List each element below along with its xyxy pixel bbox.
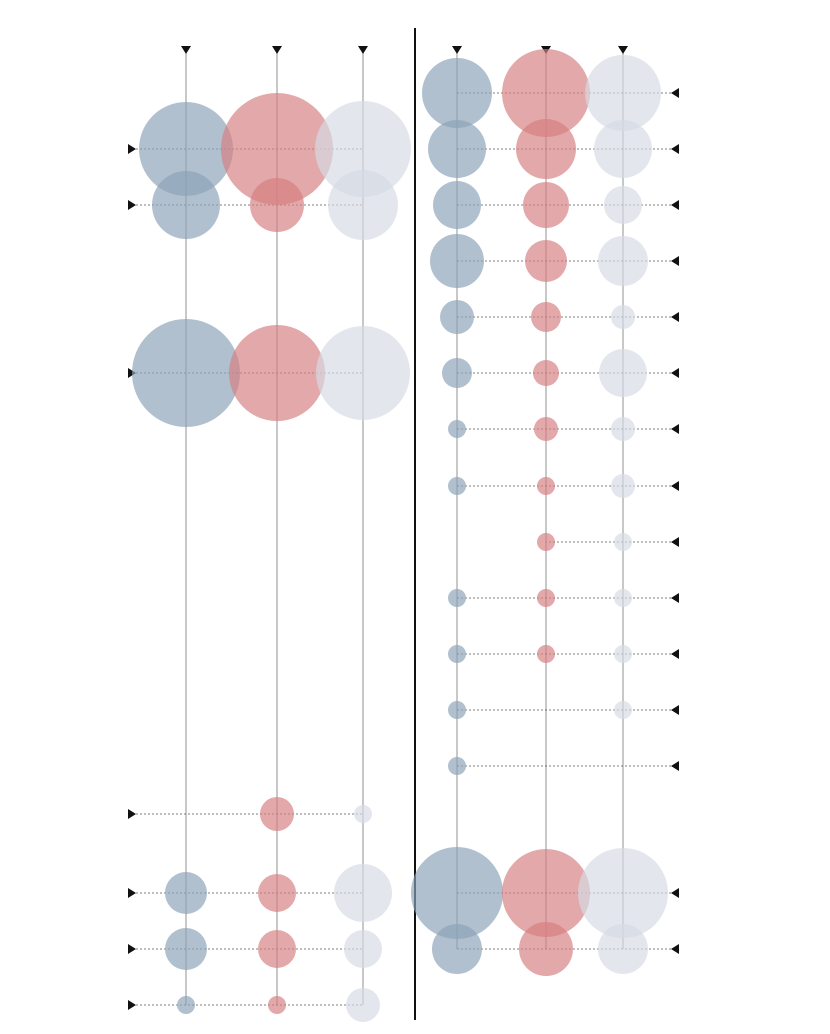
bubble: [448, 645, 466, 663]
bubble: [177, 996, 195, 1014]
row-arrow: [671, 144, 679, 154]
row-arrow: [128, 1000, 136, 1010]
bubble: [578, 848, 668, 938]
bubble: [132, 319, 240, 427]
bubble: [585, 55, 661, 131]
bubble: [537, 645, 555, 663]
bubble: [534, 417, 558, 441]
bubble: [258, 930, 296, 968]
bubble: [268, 996, 286, 1014]
column-arrow: [618, 46, 628, 54]
bubble: [537, 589, 555, 607]
bubble: [502, 49, 590, 137]
bubble: [614, 533, 632, 551]
bubble: [440, 300, 474, 334]
bubble: [328, 170, 398, 240]
row-arrow: [671, 761, 679, 771]
bubble: [448, 477, 466, 495]
row-arrow: [671, 481, 679, 491]
bubble: [594, 120, 652, 178]
column-arrow: [358, 46, 368, 54]
row-arrow: [128, 944, 136, 954]
bubble: [250, 178, 304, 232]
bubble: [433, 181, 481, 229]
bubble: [611, 474, 635, 498]
bubble: [531, 302, 561, 332]
bubble: [221, 93, 333, 205]
bubble: [599, 349, 647, 397]
row-arrow: [671, 368, 679, 378]
bubble: [152, 171, 220, 239]
row-arrow: [671, 424, 679, 434]
bubble: [614, 589, 632, 607]
bubble: [139, 102, 233, 196]
bubble: [502, 849, 590, 937]
bubble: [611, 417, 635, 441]
bubble: [525, 240, 567, 282]
bubble: [537, 477, 555, 495]
row-arrow: [671, 200, 679, 210]
bubble: [523, 182, 569, 228]
row-arrow: [128, 144, 136, 154]
row-arrow: [671, 88, 679, 98]
bubble: [229, 325, 325, 421]
bubble: [614, 645, 632, 663]
row-arrow: [128, 809, 136, 819]
bubble: [533, 360, 559, 386]
bubble: [315, 101, 411, 197]
row-arrow: [671, 256, 679, 266]
bubble: [537, 533, 555, 551]
bubble: [448, 589, 466, 607]
row-arrow: [671, 888, 679, 898]
bubble: [165, 928, 207, 970]
row-arrow: [671, 312, 679, 322]
bubble: [614, 701, 632, 719]
bubble: [258, 874, 296, 912]
bubble: [598, 924, 648, 974]
bubble: [411, 847, 503, 939]
bubble: [354, 805, 372, 823]
bubble: [611, 305, 635, 329]
bubble: [430, 234, 484, 288]
row-arrow: [671, 593, 679, 603]
bubble: [428, 120, 486, 178]
bubble: [260, 797, 294, 831]
bubble: [604, 186, 642, 224]
bubble: [165, 872, 207, 914]
row-arrow: [128, 888, 136, 898]
bubble: [448, 701, 466, 719]
row-arrow: [671, 705, 679, 715]
bubble: [422, 58, 492, 128]
bubble: [432, 924, 482, 974]
column-arrow: [452, 46, 462, 54]
bubble: [448, 420, 466, 438]
bubble: [598, 236, 648, 286]
bubble: [346, 988, 380, 1022]
bubble: [448, 757, 466, 775]
bubble: [519, 922, 573, 976]
row-arrow: [671, 944, 679, 954]
row-arrow: [128, 200, 136, 210]
row-arrow: [671, 649, 679, 659]
bubble: [516, 119, 576, 179]
bubble: [442, 358, 472, 388]
bubble: [344, 930, 382, 968]
bubble: [316, 326, 410, 420]
column-arrow: [181, 46, 191, 54]
bubble: [334, 864, 392, 922]
row-arrow: [671, 537, 679, 547]
column-arrow: [272, 46, 282, 54]
